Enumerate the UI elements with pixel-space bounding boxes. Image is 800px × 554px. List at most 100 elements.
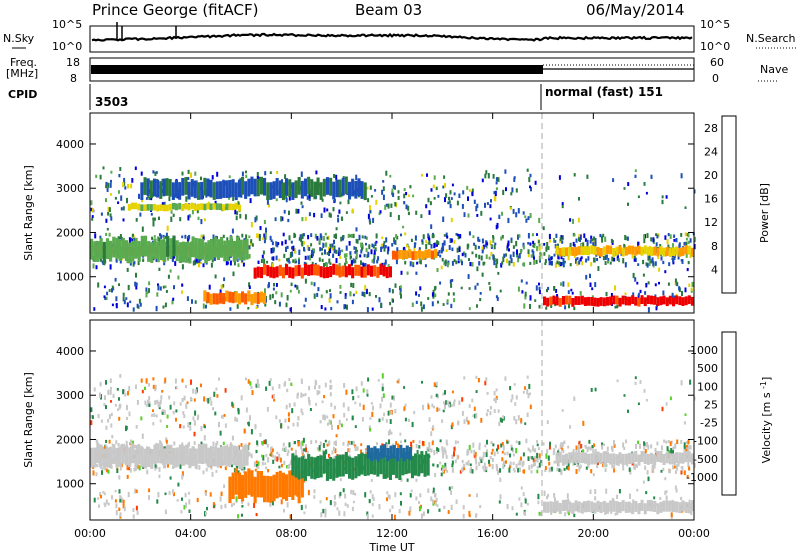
echo-cell bbox=[342, 488, 345, 493]
echo-cell bbox=[272, 250, 275, 254]
echo-cell bbox=[328, 419, 331, 425]
echo-cell bbox=[181, 497, 183, 501]
echo-cell bbox=[464, 252, 467, 258]
echo-cell bbox=[583, 233, 586, 239]
echo-cell bbox=[188, 234, 191, 240]
echo-cell bbox=[390, 203, 393, 208]
echo-cell bbox=[680, 233, 683, 237]
echo-band-segment bbox=[134, 237, 138, 259]
echo-band-segment bbox=[237, 204, 241, 212]
echo-band-segment bbox=[232, 445, 236, 466]
echo-cell bbox=[667, 440, 670, 444]
echo-cell bbox=[153, 217, 156, 221]
echo-band-segment bbox=[253, 178, 257, 197]
echo-cell bbox=[114, 499, 117, 503]
echo-band-segment bbox=[593, 502, 597, 514]
echo-cell bbox=[344, 293, 347, 297]
echo-cell bbox=[531, 456, 534, 460]
echo-cell bbox=[148, 396, 151, 401]
echo-cell bbox=[160, 395, 163, 400]
echo-cell bbox=[365, 236, 368, 240]
echo-cell bbox=[616, 494, 619, 499]
echo-cell bbox=[369, 210, 372, 213]
echo-band-segment bbox=[237, 179, 241, 198]
echo-band-segment bbox=[288, 470, 292, 497]
echo-cell bbox=[530, 254, 533, 258]
echo-cell bbox=[655, 242, 658, 247]
echo-cell bbox=[436, 268, 439, 273]
echo-cell bbox=[439, 439, 442, 443]
echo-cell bbox=[511, 447, 514, 453]
echo-cell bbox=[333, 245, 336, 251]
echo-cell bbox=[196, 416, 199, 421]
echo-cell bbox=[345, 418, 348, 421]
echo-cell bbox=[351, 415, 354, 421]
echo-cell bbox=[135, 384, 137, 390]
echo-cell bbox=[518, 441, 521, 445]
echo-cell bbox=[128, 386, 131, 392]
echo-cell bbox=[573, 306, 576, 311]
echo-cell bbox=[680, 440, 683, 444]
echo-cell bbox=[602, 256, 605, 261]
echo-cell bbox=[154, 400, 157, 404]
echo-cell bbox=[419, 259, 422, 265]
echo-cell bbox=[186, 296, 189, 301]
echo-cell bbox=[177, 275, 180, 280]
echo-cell bbox=[686, 440, 688, 444]
echo-cell bbox=[618, 258, 620, 263]
echo-cell bbox=[591, 238, 594, 242]
echo-cell bbox=[189, 425, 192, 431]
echo-band-segment bbox=[338, 454, 342, 477]
echo-cell bbox=[276, 244, 279, 248]
echo-cell bbox=[272, 256, 275, 261]
echo-band-segment bbox=[690, 296, 694, 306]
echo-band-segment bbox=[242, 446, 246, 467]
echo-cell bbox=[471, 469, 474, 474]
echo-cell bbox=[569, 242, 572, 247]
echo-cell bbox=[289, 514, 292, 519]
echo-cell bbox=[653, 496, 656, 500]
echo-cell bbox=[520, 418, 523, 423]
echo-cell bbox=[105, 185, 108, 189]
echo-cell bbox=[368, 244, 371, 250]
echo-cell bbox=[332, 207, 335, 212]
echo-band-segment bbox=[156, 204, 160, 212]
echo-cell bbox=[623, 394, 626, 397]
echo-cell bbox=[351, 506, 354, 512]
colorbar-tick-label: -1000 bbox=[686, 471, 718, 484]
echo-cell bbox=[308, 246, 311, 252]
echo-cell bbox=[128, 411, 131, 417]
echo-cell bbox=[119, 234, 122, 239]
echo-cell bbox=[627, 182, 630, 187]
echo-cell bbox=[686, 233, 689, 237]
echo-cell bbox=[449, 279, 452, 284]
echo-cell bbox=[233, 502, 235, 506]
cpid-segment-1: 3503 bbox=[95, 95, 128, 109]
echo-cell bbox=[369, 205, 371, 211]
echo-band-segment bbox=[621, 247, 625, 257]
echo-band-segment bbox=[678, 296, 682, 306]
echo-cell bbox=[406, 478, 409, 482]
echo-cell bbox=[202, 236, 205, 241]
echo-cell bbox=[247, 307, 250, 310]
echo-cell bbox=[468, 494, 471, 497]
echo-cell bbox=[164, 285, 167, 289]
echo-cell bbox=[418, 247, 421, 250]
echo-cell bbox=[132, 307, 135, 312]
echo-cell bbox=[686, 268, 689, 272]
echo-cell bbox=[98, 462, 101, 468]
echo-cell bbox=[547, 493, 550, 498]
y-tick-label: 3000 bbox=[56, 389, 84, 402]
echo-cell bbox=[347, 448, 350, 452]
echo-cell bbox=[441, 446, 444, 451]
echo-cell bbox=[579, 445, 581, 449]
echo-cell bbox=[367, 377, 370, 382]
echo-cell bbox=[389, 301, 392, 306]
echo-cell bbox=[216, 394, 219, 398]
echo-cell bbox=[249, 415, 251, 421]
echo-band-segment bbox=[216, 239, 220, 260]
echo-band-segment bbox=[690, 453, 694, 465]
echo-cell bbox=[258, 233, 261, 238]
echo-cell bbox=[645, 398, 648, 402]
echo-cell bbox=[453, 401, 456, 407]
